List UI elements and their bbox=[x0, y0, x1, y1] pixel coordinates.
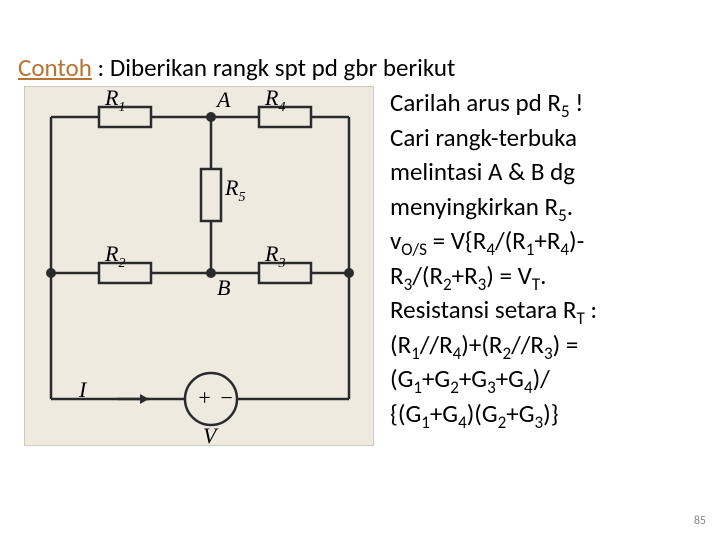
line-6: R3/(R2+R3) = VT. bbox=[390, 259, 700, 294]
svg-text:R2: R2 bbox=[104, 241, 125, 271]
heading-highlight: Contoh bbox=[18, 52, 92, 83]
svg-text:+: + bbox=[197, 385, 212, 410]
line-3: melintasi A & B dg bbox=[390, 155, 700, 190]
page-number: 85 bbox=[694, 514, 706, 528]
line-7: Resistansi setara RT : bbox=[390, 293, 700, 328]
svg-text:−: − bbox=[219, 385, 234, 410]
svg-text:A: A bbox=[215, 87, 231, 112]
svg-text:R1: R1 bbox=[104, 87, 125, 115]
line-10: {(G1+G4)(G2+G3)} bbox=[390, 397, 700, 432]
svg-text:R5: R5 bbox=[224, 175, 245, 205]
slide-heading: Contoh : Diberikan rangk spt pd gbr beri… bbox=[18, 52, 455, 83]
svg-text:R4: R4 bbox=[264, 87, 285, 115]
svg-text:V: V bbox=[203, 423, 219, 447]
line-8: (R1//R4)+(R2//R3) = bbox=[390, 328, 700, 363]
line-9: (G1+G2+G3+G4)/ bbox=[390, 362, 700, 397]
circuit-diagram: R1R4R2R3R5ABIV+− bbox=[24, 86, 374, 446]
line-4: menyingkirkan R5. bbox=[390, 190, 700, 225]
heading-rest: : Diberikan rangk spt pd gbr berikut bbox=[92, 52, 456, 83]
line-2: Cari rangk-terbuka bbox=[390, 121, 700, 156]
body-text: Carilah arus pd R5 ! Cari rangk-terbuka … bbox=[390, 86, 700, 431]
line-5: vO/S = V{R4/(R1+R4)- bbox=[390, 224, 700, 259]
svg-text:R3: R3 bbox=[264, 241, 285, 271]
line-1: Carilah arus pd R5 ! bbox=[390, 86, 700, 121]
svg-text:B: B bbox=[217, 275, 230, 300]
